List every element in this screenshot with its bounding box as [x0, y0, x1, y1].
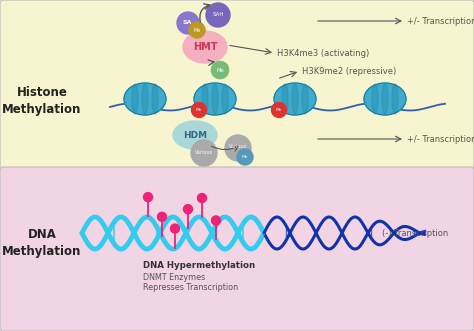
- Circle shape: [237, 149, 253, 165]
- Text: SAH: SAH: [212, 13, 224, 18]
- Text: (-) Transcription: (-) Transcription: [382, 228, 448, 238]
- Ellipse shape: [202, 84, 208, 114]
- Text: Various: Various: [229, 144, 247, 149]
- Ellipse shape: [152, 84, 158, 114]
- Text: DNA
Methylation: DNA Methylation: [2, 228, 82, 258]
- Ellipse shape: [183, 31, 227, 63]
- Circle shape: [206, 3, 230, 27]
- Ellipse shape: [364, 83, 406, 115]
- Circle shape: [225, 135, 251, 161]
- Circle shape: [177, 12, 199, 34]
- Ellipse shape: [194, 83, 236, 115]
- Text: Histone
Methylation: Histone Methylation: [2, 86, 82, 116]
- Text: Me: Me: [193, 27, 201, 32]
- Text: Me: Me: [242, 155, 248, 159]
- Text: +/- Transcription: +/- Transcription: [407, 134, 474, 144]
- Ellipse shape: [142, 84, 148, 114]
- Ellipse shape: [212, 84, 218, 114]
- Circle shape: [211, 61, 229, 79]
- Ellipse shape: [302, 84, 308, 114]
- Circle shape: [191, 140, 217, 166]
- FancyBboxPatch shape: [0, 167, 474, 331]
- Ellipse shape: [132, 84, 138, 114]
- Circle shape: [183, 205, 192, 214]
- Ellipse shape: [124, 83, 166, 115]
- Text: HMT: HMT: [193, 42, 217, 52]
- Circle shape: [144, 193, 153, 202]
- Ellipse shape: [382, 84, 388, 114]
- Text: Represses Transcription: Represses Transcription: [143, 283, 238, 293]
- Circle shape: [189, 22, 205, 38]
- Ellipse shape: [173, 121, 217, 149]
- FancyBboxPatch shape: [0, 0, 474, 171]
- Ellipse shape: [292, 84, 298, 114]
- Text: +/- Transcription: +/- Transcription: [407, 17, 474, 25]
- Ellipse shape: [222, 84, 228, 114]
- Text: HDM: HDM: [183, 130, 207, 139]
- Text: Me: Me: [276, 108, 282, 112]
- Text: Various: Various: [195, 151, 213, 156]
- Circle shape: [171, 224, 180, 233]
- Text: Me: Me: [196, 108, 202, 112]
- Circle shape: [211, 216, 220, 225]
- Ellipse shape: [282, 84, 288, 114]
- Text: H3K9me2 (repressive): H3K9me2 (repressive): [302, 67, 396, 75]
- Text: Me: Me: [216, 68, 224, 72]
- Text: H3K4me3 (activating): H3K4me3 (activating): [277, 49, 369, 58]
- Circle shape: [157, 212, 166, 221]
- Text: SA: SA: [182, 20, 192, 24]
- Text: DNA Hypermethylation: DNA Hypermethylation: [143, 261, 255, 270]
- Ellipse shape: [392, 84, 398, 114]
- Ellipse shape: [372, 84, 378, 114]
- Ellipse shape: [274, 83, 316, 115]
- Text: DNMT Enzymes: DNMT Enzymes: [143, 272, 205, 281]
- Circle shape: [198, 194, 207, 203]
- Circle shape: [191, 103, 207, 118]
- Circle shape: [272, 103, 286, 118]
